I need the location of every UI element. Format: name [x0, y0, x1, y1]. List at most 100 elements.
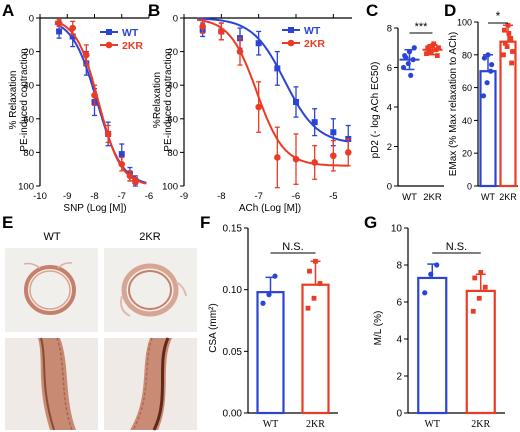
panel-a-ylabel-2: PE-induced contraction — [19, 48, 30, 151]
point-wt — [434, 262, 440, 268]
fit-curve-2kr — [196, 18, 349, 167]
y-tick-label: 20 — [462, 149, 472, 159]
histology-col-2kr: 2KR — [139, 231, 160, 243]
data-point-2kr — [126, 172, 134, 180]
panel-c-chart: 0 2 4 6 8 WT 2KR *** — [387, 21, 444, 203]
significance-label: * — [496, 9, 501, 23]
panel-g-ylabel: M/L (%) — [373, 311, 384, 346]
point-2kr — [472, 275, 478, 281]
histology-wt-low-mag — [5, 248, 98, 332]
point-2kr — [427, 49, 433, 55]
point-2kr — [313, 258, 318, 264]
x-tick-label: -6 — [292, 191, 300, 202]
point-2kr — [436, 45, 441, 51]
data-point-2kr — [255, 103, 262, 111]
point-2kr — [317, 281, 323, 286]
y-tick-label: 100 — [162, 182, 178, 193]
y-tick-label: 4 — [387, 103, 392, 114]
point-wt — [428, 271, 434, 277]
point-2kr — [476, 295, 482, 301]
significance-label: *** — [415, 21, 429, 33]
x-tick-label: -9 — [63, 191, 71, 202]
legend-label-2kr: 2KR — [122, 40, 143, 52]
adventitia-wt — [23, 262, 73, 269]
panel-letter-f: F — [200, 213, 210, 232]
panel-d-chart: 0 20 40 60 80 100 WT 2KR * — [457, 9, 518, 202]
significance-label: N.S. — [446, 241, 467, 253]
panel-letter-e: E — [2, 213, 13, 232]
point-2kr — [509, 60, 514, 66]
point-2kr — [305, 305, 311, 311]
x-tick-label: WT — [402, 192, 417, 203]
bar-wt — [417, 276, 448, 415]
data-point-2kr — [199, 23, 206, 30]
y-tick-label: 0 — [467, 182, 472, 192]
data-point-2kr — [330, 152, 337, 160]
vessel-ring-2kr — [121, 263, 179, 317]
y-tick-label: 6 — [396, 298, 402, 309]
point-wt — [403, 55, 409, 61]
point-2kr — [470, 308, 476, 314]
point-wt — [488, 68, 494, 74]
x-tick-label: 2KR — [499, 192, 517, 202]
y-tick-label: 6 — [387, 63, 392, 74]
panel-letter-b: B — [148, 1, 160, 20]
data-point-wt — [118, 151, 125, 158]
legend-label-wt: WT — [304, 25, 321, 37]
y-tick-label: 2 — [387, 142, 392, 153]
data-point-2kr — [236, 48, 244, 55]
intima-2kr — [152, 337, 170, 431]
panel-letter-g: G — [364, 213, 377, 232]
y-tick-label: 0.15 — [223, 224, 243, 235]
data-point-2kr — [218, 28, 225, 35]
point-2kr — [502, 40, 508, 46]
x-tick-label: WT — [263, 419, 279, 430]
point-2kr — [510, 49, 515, 54]
legend-marker-wt — [288, 27, 294, 33]
panel-b-ylabel-2: PE-induced contraction — [163, 48, 174, 151]
point-wt — [480, 93, 487, 99]
point-wt — [272, 273, 278, 279]
y-tick-label: 100 — [18, 182, 34, 193]
adventitia-2kr — [120, 281, 187, 317]
y-tick-label: 20 — [23, 47, 34, 58]
x-tick-label: -9 — [180, 191, 188, 202]
point-wt — [411, 45, 417, 51]
point-2kr — [424, 51, 429, 57]
data-point-wt — [274, 65, 281, 72]
histology-2kr-low-mag — [104, 248, 197, 332]
y-tick-label: 60 — [167, 114, 178, 125]
data-point-2kr — [344, 149, 352, 156]
data-point-wt — [311, 119, 318, 126]
x-tick-label: -7 — [118, 191, 126, 202]
point-wt — [489, 62, 495, 68]
y-tick-label: 0 — [396, 409, 402, 420]
y-tick-label: 10 — [391, 224, 403, 235]
x-tick-label: -6 — [145, 191, 153, 202]
data-point-2kr — [292, 155, 300, 163]
point-2kr — [434, 53, 440, 59]
panel-a-ylabel-1: % Relaxation — [8, 71, 19, 130]
y-tick-label: 80 — [462, 50, 472, 60]
y-tick-label: 80 — [167, 148, 178, 159]
x-tick-label: WT — [481, 192, 495, 202]
y-tick-label: 4 — [396, 335, 402, 346]
data-point-2kr — [118, 160, 126, 168]
y-tick-label: 0.10 — [223, 285, 243, 296]
point-2kr — [311, 295, 317, 301]
data-point-wt — [293, 99, 299, 105]
point-2kr — [478, 270, 484, 275]
panel-letter-c: C — [366, 1, 378, 20]
legend-marker-2kr — [287, 39, 295, 47]
y-tick-label: 20 — [167, 47, 178, 58]
panel-f-ylabel: CSA (mm²) — [208, 303, 219, 352]
point-2kr — [506, 31, 512, 36]
panel-b-xlabel: ACh (Log [M]) — [239, 203, 301, 214]
y-tick-label: 100 — [457, 18, 472, 28]
y-tick-label: 60 — [462, 83, 472, 93]
point-wt — [266, 292, 272, 298]
y-tick-label: 0.05 — [223, 347, 243, 358]
x-tick-label: -5 — [329, 191, 337, 202]
